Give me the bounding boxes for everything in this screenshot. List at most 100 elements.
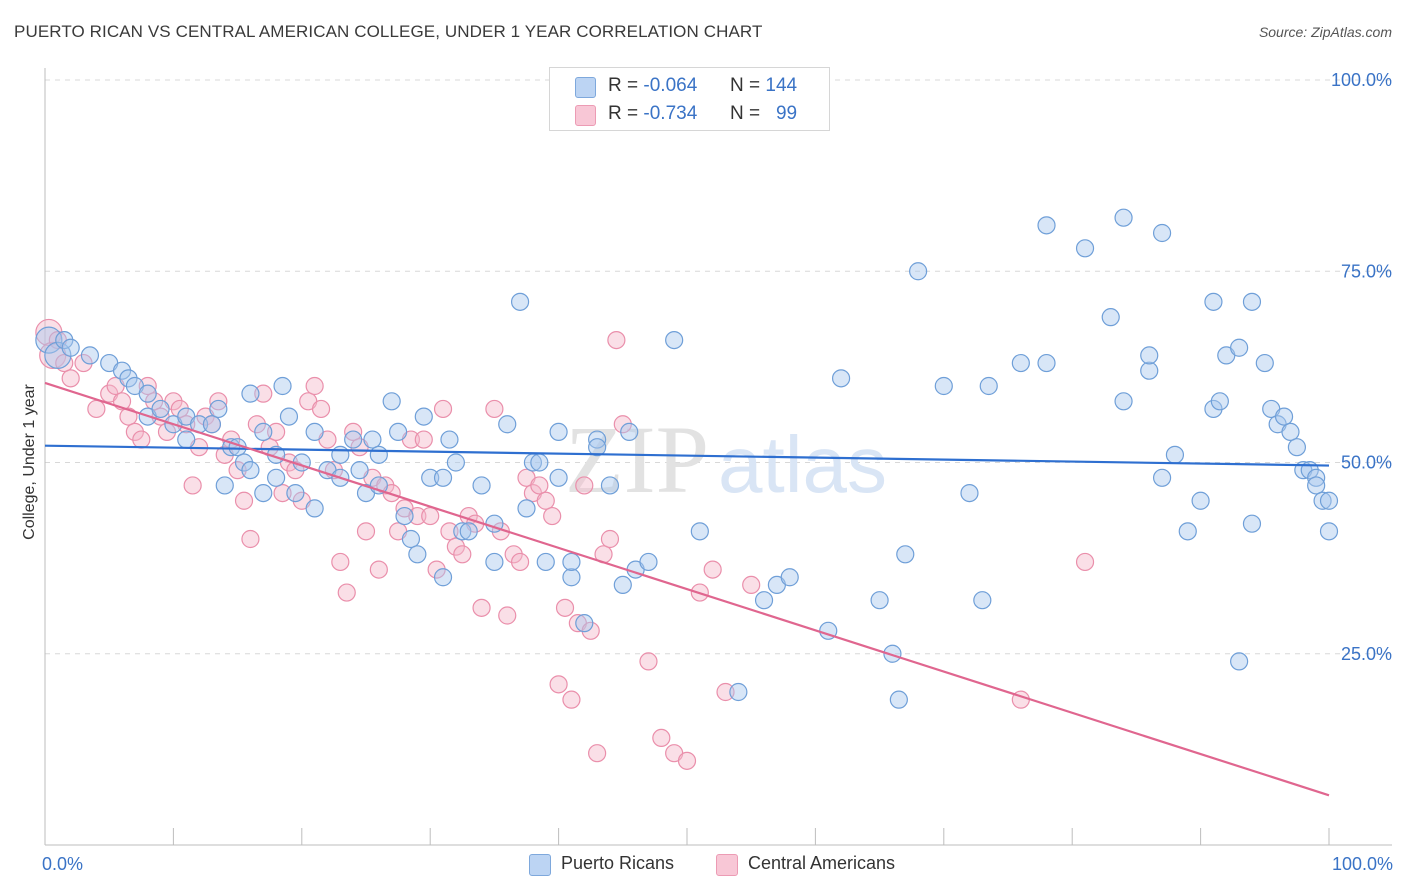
puerto-rican-point (177, 430, 196, 449)
puerto-rican-point (665, 331, 684, 350)
central-american-point (55, 353, 74, 373)
puerto-rican-point (960, 484, 979, 503)
puerto-rican-point (729, 682, 748, 702)
central-american-point (356, 522, 376, 541)
puerto-rican-point (1165, 445, 1185, 464)
puerto-rican-point (831, 369, 851, 388)
chart-title: PUERTO RICAN VS CENTRAL AMERICAN COLLEGE… (14, 22, 763, 41)
central-american-point (267, 422, 286, 441)
puerto-rican-point (350, 461, 369, 480)
central-american-point (337, 583, 356, 602)
puerto-rican-point (1178, 522, 1197, 541)
central-american-point (61, 369, 80, 388)
puerto-rican-point (600, 476, 620, 495)
puerto-rican-point (1307, 468, 1326, 487)
trend-lines (44, 381, 1330, 797)
central-american-point (607, 331, 626, 350)
puerto-rican-point (1152, 223, 1172, 243)
puerto-rican-point (1075, 239, 1095, 258)
puerto-rican-point (870, 591, 889, 610)
central-american-point (331, 552, 350, 572)
y-tick-label: 100.0% (1331, 70, 1392, 90)
puerto-rican-point (1230, 652, 1249, 671)
puerto-rican-point (549, 422, 568, 441)
puerto-rican-point (1230, 338, 1249, 357)
legend-swatch-blue (575, 77, 596, 98)
puerto-rican-point (1204, 292, 1223, 311)
stats-legend: R = -0.064 N = 144 R = -0.734 N = 99 (549, 67, 830, 131)
central-american-point (344, 422, 363, 441)
watermark-zip: ZIP (565, 406, 709, 513)
puerto-rican-point (305, 499, 324, 518)
central-american-point (600, 529, 620, 549)
central-american-point (273, 484, 292, 503)
central-american-point (209, 392, 228, 411)
central-american-point (562, 690, 581, 709)
legend-n: N = 99 (730, 103, 798, 124)
central-american-point (132, 430, 151, 449)
puerto-rican-point (241, 461, 260, 480)
central-american-point (440, 522, 459, 541)
central-american-point (433, 399, 453, 419)
central-american-point (177, 415, 196, 434)
puerto-rican-point (620, 422, 639, 441)
puerto-rican-point (254, 484, 273, 503)
central-american-point (742, 575, 761, 595)
puerto-rican-point (472, 476, 491, 495)
puerto-rican-point (1313, 491, 1332, 510)
puerto-rican-point (267, 468, 286, 487)
central-american-point (530, 476, 549, 495)
puerto-rican-point (690, 522, 709, 541)
puerto-rican-point (536, 552, 555, 572)
puerto-rican-point (588, 430, 607, 449)
puerto-ricans-points (35, 208, 1339, 709)
puerto-rican-point (1037, 353, 1056, 373)
legend-label: Central Americans (748, 853, 896, 873)
legend-r: R = -0.734 (608, 103, 698, 124)
puerto-rican-point (780, 568, 799, 587)
puerto-rican-point (286, 484, 305, 503)
central-american-point (555, 598, 575, 617)
puerto-rican-point (1274, 407, 1294, 426)
puerto-rican-point (433, 468, 453, 487)
puerto-rican-point (588, 438, 607, 457)
puerto-rican-point (273, 376, 292, 396)
watermark: ZIP atlas (565, 406, 887, 513)
central-american-point (305, 376, 324, 396)
central-american-point (549, 675, 568, 694)
central-american-point (575, 476, 594, 495)
central-american-point (536, 491, 555, 510)
puerto-rican-point (510, 292, 530, 311)
legend-swatch-pink (716, 854, 738, 876)
puerto-rican-point (344, 430, 363, 449)
central-american-point (408, 506, 427, 526)
legend-swatch-blue (529, 854, 551, 876)
puerto-rican-point (401, 529, 421, 549)
central-american-point (87, 399, 106, 419)
puerto-rican-point (1242, 514, 1262, 533)
puerto-rican-point (414, 407, 433, 426)
y-tick-label: 25.0% (1341, 644, 1392, 664)
central-american-point (639, 652, 658, 671)
puerto-rican-point (459, 522, 478, 541)
puerto-rican-point (433, 568, 453, 587)
x-tick-label: 0.0% (42, 854, 83, 874)
puerto-rican-point (498, 415, 517, 434)
puerto-rican-point (1287, 438, 1307, 457)
puerto-rican-point (363, 430, 382, 449)
puerto-rican-point (896, 545, 915, 564)
puerto-rican-point (1307, 476, 1326, 495)
central-american-point (588, 744, 607, 763)
puerto-rican-point (1319, 491, 1339, 510)
puerto-rican-point (562, 552, 581, 572)
puerto-rican-point (369, 445, 388, 464)
puerto-rican-point (395, 506, 414, 526)
puerto-rican-point (562, 568, 581, 587)
axes (44, 68, 1392, 846)
puerto-rican-point (331, 445, 350, 464)
x-tick-label: 100.0% (1332, 854, 1393, 874)
central-american-point (311, 399, 331, 419)
chart-source: Source: ZipAtlas.com (1258, 24, 1392, 40)
legend-r: R = -0.064 (608, 75, 698, 96)
puerto-rican-point (254, 422, 273, 441)
